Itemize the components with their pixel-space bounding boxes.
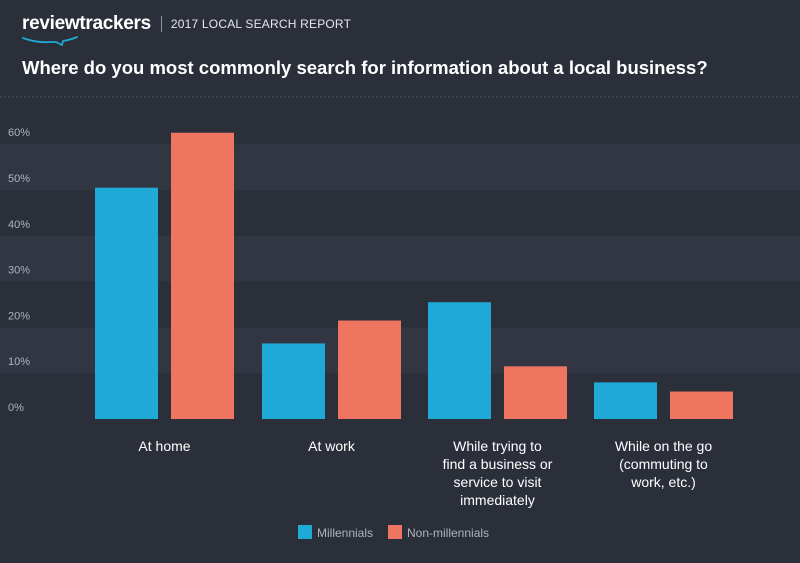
y-tick-label: 20% — [8, 310, 30, 322]
header-divider — [160, 16, 162, 32]
brand-name: reviewtrackers — [22, 13, 151, 34]
y-tick-label: 30% — [8, 265, 30, 277]
y-axis-ticks: 0% 10% 20% 30% 40% 50% 60% — [8, 127, 30, 414]
grid-band — [0, 144, 800, 190]
legend: Millennials Non-millennials — [298, 525, 489, 540]
chart-title: Where do you most commonly search for in… — [22, 57, 708, 78]
legend-swatch — [388, 525, 402, 539]
category-label: At home — [138, 438, 190, 454]
grid-band-top — [0, 98, 800, 134]
brand-logo: reviewtrackers — [22, 13, 151, 46]
y-tick-label: 50% — [8, 173, 30, 185]
bar-non-millennials — [504, 366, 567, 419]
y-tick-label: 0% — [8, 402, 24, 414]
bar-non-millennials — [171, 132, 234, 419]
y-tick-label: 60% — [8, 127, 30, 139]
bars — [95, 132, 733, 419]
bar-non-millennials — [670, 391, 733, 419]
category-label: While on the go (commuting to work, etc.) — [615, 438, 712, 490]
y-tick-label: 40% — [8, 219, 30, 231]
bar-millennials — [594, 382, 657, 419]
category-labels: At home At work While trying to find a busi… — [138, 438, 712, 508]
bar-millennials — [95, 187, 158, 419]
category-label: While trying to find a business or service… — [443, 438, 553, 508]
legend-label: Millennials — [317, 526, 373, 540]
report-title: 2017 LOCAL SEARCH REPORT — [170, 17, 352, 31]
header: reviewtrackers 2017 LOCAL SEARCH REPORT — [22, 10, 352, 46]
legend-label: Non-millennials — [407, 526, 489, 540]
legend-swatch — [298, 525, 312, 539]
logo-swoosh-icon — [22, 36, 78, 46]
category-label: At work — [308, 438, 356, 454]
y-tick-label: 10% — [8, 356, 30, 368]
bar-non-millennials — [338, 320, 401, 419]
bar-millennials — [428, 302, 491, 419]
bar-millennials — [262, 343, 325, 419]
